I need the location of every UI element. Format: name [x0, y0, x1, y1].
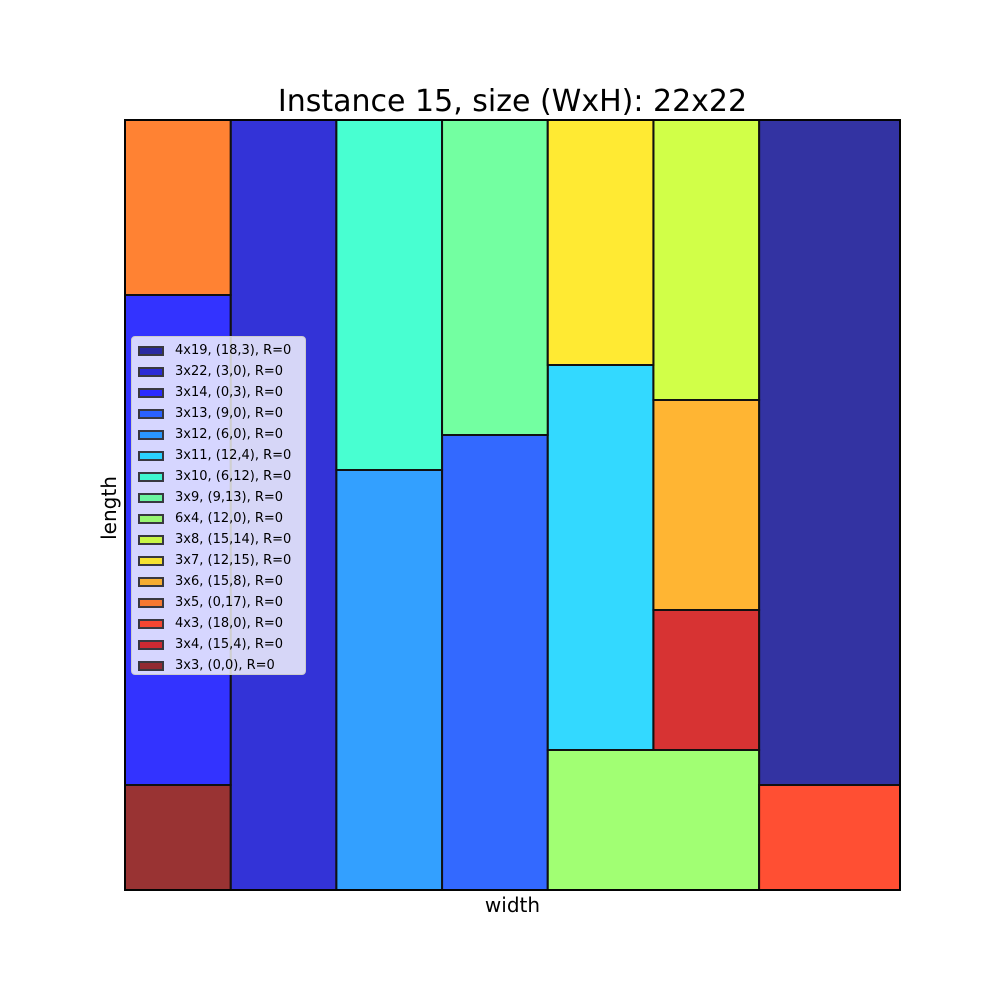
legend-item-1: 4x19, (18,3), R=0	[138, 340, 305, 361]
legend-item-5: 3x12, (6,0), R=0	[138, 424, 305, 445]
legend-item-7: 3x10, (6,12), R=0	[138, 466, 305, 487]
legend-label: 3x4, (15,4), R=0	[175, 637, 284, 652]
packed-rectangle-5	[335, 469, 444, 891]
packed-rectangle-14	[758, 784, 901, 891]
packed-rectangle-16	[124, 784, 232, 891]
legend-label: 3x13, (9,0), R=0	[175, 406, 284, 421]
legend-swatch	[138, 639, 164, 650]
legend-item-9: 6x4, (12,0), R=0	[138, 508, 305, 529]
legend-item-11: 3x7, (12,15), R=0	[138, 550, 305, 571]
legend-label: 3x5, (0,17), R=0	[175, 595, 284, 610]
packed-rectangle-1	[758, 119, 901, 786]
legend-item-13: 3x5, (0,17), R=0	[138, 592, 305, 613]
legend-label: 3x8, (15,14), R=0	[175, 532, 292, 547]
legend-label: 3x22, (3,0), R=0	[175, 364, 284, 379]
legend-swatch	[138, 555, 164, 566]
legend-item-16: 3x3, (0,0), R=0	[138, 655, 305, 676]
legend-swatch	[138, 513, 164, 524]
y-axis-label: length	[97, 476, 121, 540]
legend-label: 3x14, (0,3), R=0	[175, 385, 284, 400]
legend-item-14: 4x3, (18,0), R=0	[138, 613, 305, 634]
legend-swatch	[138, 366, 164, 377]
legend-label: 3x6, (15,8), R=0	[175, 574, 284, 589]
legend-swatch	[138, 618, 164, 629]
packed-rectangle-10	[652, 119, 761, 401]
packed-rectangle-15	[652, 609, 761, 751]
packed-rectangle-9	[546, 749, 761, 891]
legend-item-2: 3x22, (3,0), R=0	[138, 361, 305, 382]
legend-label: 3x9, (9,13), R=0	[175, 490, 284, 505]
legend-item-4: 3x13, (9,0), R=0	[138, 403, 305, 424]
packed-rectangle-12	[652, 399, 761, 611]
legend-item-10: 3x8, (15,14), R=0	[138, 529, 305, 550]
legend-swatch	[138, 408, 164, 419]
packed-rectangle-6	[546, 364, 655, 751]
legend-label: 4x3, (18,0), R=0	[175, 616, 284, 631]
legend-swatch	[138, 429, 164, 440]
packed-rectangle-7	[335, 119, 444, 471]
legend-swatch	[138, 576, 164, 587]
x-axis-label: width	[484, 893, 541, 917]
packed-rectangle-11	[546, 119, 655, 366]
legend-item-3: 3x14, (0,3), R=0	[138, 382, 305, 403]
packed-rectangle-8	[441, 119, 549, 436]
chart-title: Instance 15, size (WxH): 22x22	[277, 84, 748, 119]
legend-swatch	[138, 660, 164, 671]
legend-label: 3x7, (12,15), R=0	[175, 553, 292, 568]
plot-frame	[124, 119, 901, 891]
legend-swatch	[138, 597, 164, 608]
packed-rectangle-4	[441, 434, 549, 891]
legend-item-12: 3x6, (15,8), R=0	[138, 571, 305, 592]
legend-item-8: 3x9, (9,13), R=0	[138, 487, 305, 508]
legend-label: 4x19, (18,3), R=0	[175, 343, 292, 358]
legend-label: 6x4, (12,0), R=0	[175, 511, 284, 526]
legend-label: 3x11, (12,4), R=0	[175, 448, 292, 463]
legend-swatch	[138, 450, 164, 461]
legend-label: 3x3, (0,0), R=0	[175, 658, 275, 673]
legend-label: 3x12, (6,0), R=0	[175, 427, 284, 442]
legend-swatch	[138, 345, 164, 356]
legend-swatch	[138, 492, 164, 503]
legend-item-15: 3x4, (15,4), R=0	[138, 634, 305, 655]
legend-swatch	[138, 471, 164, 482]
packed-rectangle-13	[124, 119, 232, 296]
legend: 4x19, (18,3), R=0 3x22, (3,0), R=0 3x14, (…	[131, 336, 306, 675]
legend-swatch	[138, 387, 164, 398]
legend-swatch	[138, 534, 164, 545]
legend-label: 3x10, (6,12), R=0	[175, 469, 292, 484]
legend-item-6: 3x11, (12,4), R=0	[138, 445, 305, 466]
